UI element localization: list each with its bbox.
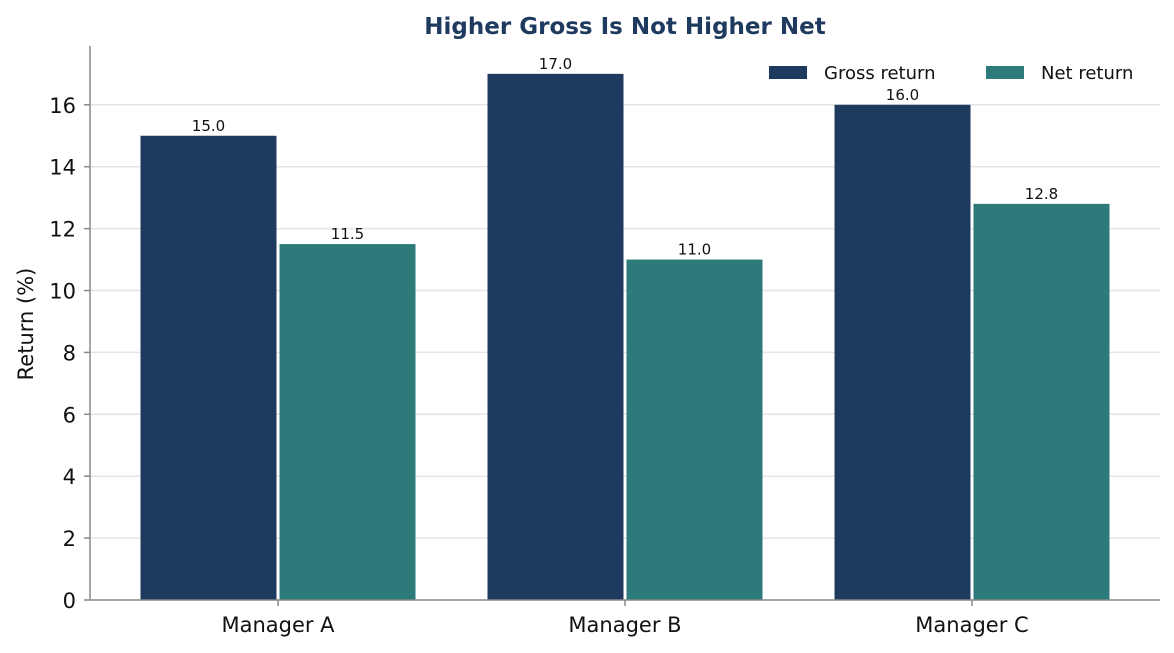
legend-swatch-gross-return bbox=[769, 66, 807, 79]
y-tick-label: 16 bbox=[49, 94, 76, 118]
x-tick-label: Manager A bbox=[221, 613, 335, 637]
bar-gross-return-manager-c bbox=[834, 104, 971, 600]
y-tick-label: 8 bbox=[63, 341, 76, 365]
bar-gross-return-manager-b bbox=[487, 73, 624, 601]
bar-net-return-manager-c bbox=[973, 203, 1110, 601]
data-label: 16.0 bbox=[886, 86, 919, 104]
bar-gross-return-manager-a bbox=[140, 135, 277, 600]
y-tick-label: 4 bbox=[63, 465, 76, 489]
data-label: 12.8 bbox=[1025, 185, 1058, 203]
data-labels: 15.0 11.5 17.0 11.0 16.0 12.8 bbox=[192, 55, 1058, 259]
legend-label: Gross return bbox=[824, 63, 935, 84]
y-tick-label: 14 bbox=[49, 156, 76, 180]
bar-net-return-manager-b bbox=[626, 259, 763, 600]
bar-net-return-manager-a bbox=[279, 244, 416, 600]
y-tick-label: 10 bbox=[49, 280, 76, 304]
data-label: 17.0 bbox=[539, 55, 572, 73]
x-tick-label: Manager C bbox=[915, 613, 1028, 637]
legend: Gross return Net return bbox=[769, 63, 1133, 84]
y-tick-label: 6 bbox=[63, 403, 76, 427]
bars bbox=[140, 73, 1110, 601]
y-tick-label: 2 bbox=[63, 527, 76, 551]
data-label: 11.0 bbox=[678, 241, 711, 259]
y-axis-label: Return (%) bbox=[14, 268, 38, 381]
data-label: 11.5 bbox=[331, 225, 364, 243]
x-tick-label: Manager B bbox=[568, 613, 681, 637]
chart-title: Higher Gross Is Not Higher Net bbox=[424, 14, 825, 40]
legend-swatch-net-return bbox=[986, 66, 1024, 79]
legend-label: Net return bbox=[1041, 63, 1133, 84]
y-tick-label: 0 bbox=[63, 589, 76, 613]
axes: 0 2 4 6 8 10 12 14 16 Manager A Manager B Manager C bbox=[49, 46, 1160, 637]
y-tick-label: 12 bbox=[49, 218, 76, 242]
data-label: 15.0 bbox=[192, 117, 225, 135]
